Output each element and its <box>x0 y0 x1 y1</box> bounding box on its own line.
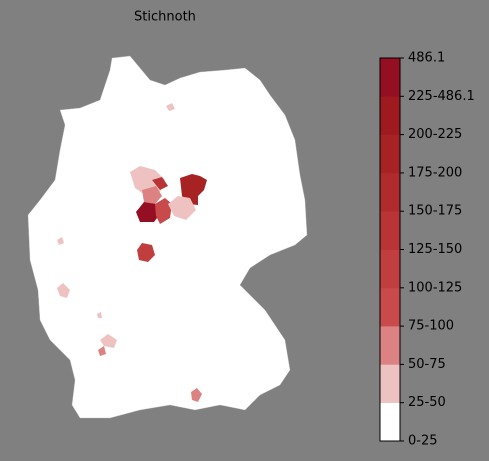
colorbar: 0-25 25-50 50-75 75-100 100-125 125-150 150-17… <box>379 51 475 449</box>
district <box>137 243 155 262</box>
colorbar-segment <box>380 364 400 403</box>
district <box>57 237 64 245</box>
colorbar-segment <box>380 402 400 442</box>
district <box>152 177 168 190</box>
colorbar-label: 486.1 <box>408 51 445 66</box>
colorbar-label: 225-486.1 <box>408 89 475 104</box>
colorbar-segment <box>380 134 400 174</box>
colorbar-segment <box>380 58 400 97</box>
colorbar-label: 200-225 <box>408 127 462 142</box>
colorbar-label: 25-50 <box>408 395 446 410</box>
district <box>98 346 106 356</box>
district <box>136 202 160 222</box>
colorbar-label: 175-200 <box>408 165 462 180</box>
colorbar-segment <box>380 211 400 250</box>
colorbar-label: 100-125 <box>408 280 462 295</box>
map-title: Stichnoth <box>134 10 196 25</box>
colorbar-label: 75-100 <box>408 319 454 334</box>
colorbar-label: 0-25 <box>408 434 438 449</box>
colorbar-segment <box>380 249 400 289</box>
district <box>168 196 196 220</box>
germany-map <box>27 55 308 419</box>
district <box>180 174 207 205</box>
district <box>191 388 202 402</box>
district <box>100 334 117 348</box>
district <box>57 283 70 298</box>
district <box>142 186 162 204</box>
colorbar-segment <box>380 96 400 135</box>
district <box>97 312 102 318</box>
district <box>155 198 172 224</box>
colorbar-label: 150-175 <box>408 204 462 219</box>
colorbar-segment <box>380 326 400 365</box>
colorbar-label: 125-150 <box>408 242 462 257</box>
colorbar-label: 50-75 <box>408 357 446 372</box>
district <box>166 103 175 111</box>
colorbar-segment <box>380 172 400 212</box>
colorbar-segment <box>380 287 400 327</box>
country-outline <box>27 55 308 419</box>
